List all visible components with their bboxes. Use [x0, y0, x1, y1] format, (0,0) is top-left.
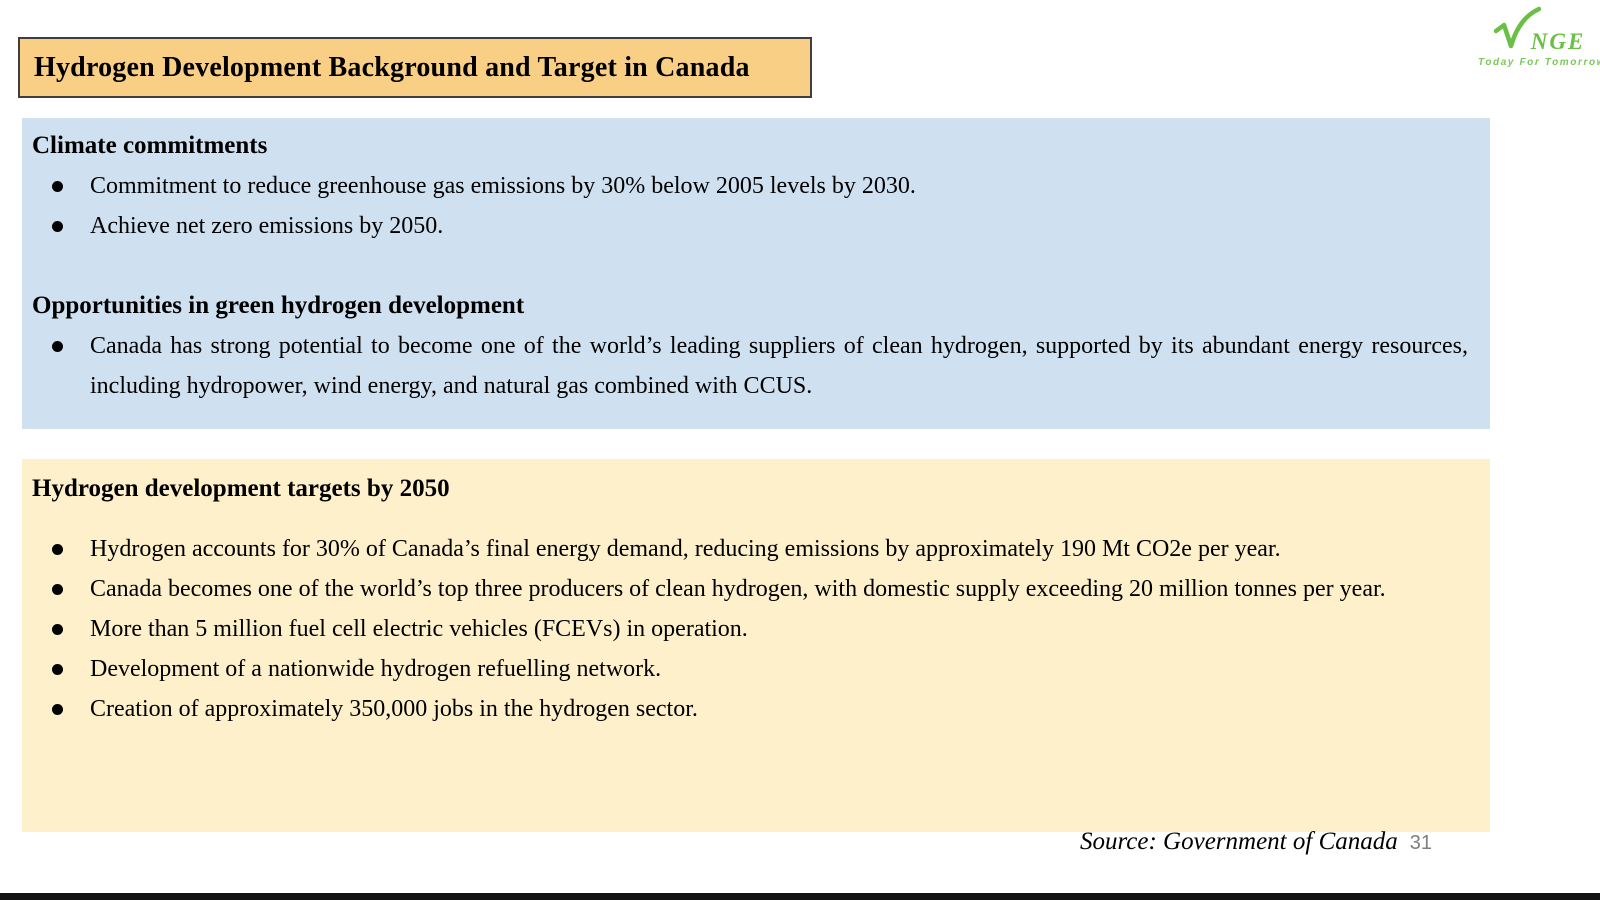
list-item: More than 5 million fuel cell electric v…: [32, 609, 1468, 649]
opportunities-heading: Opportunities in green hydrogen developm…: [32, 292, 525, 319]
list-item: Commitment to reduce greenhouse gas emis…: [32, 166, 1468, 206]
slide-title-box: Hydrogen Development Background and Targ…: [18, 37, 812, 98]
climate-commitments-heading: Climate commitments: [32, 132, 268, 159]
opportunities-list: Canada has strong potential to become on…: [32, 326, 1468, 406]
list-item: Achieve net zero emissions by 2050.: [32, 206, 1468, 246]
logo-wordmark: NGE: [1478, 6, 1596, 55]
footer: Source: Government of Canada 31: [1080, 824, 1432, 860]
list-item: Canada has strong potential to become on…: [32, 326, 1468, 406]
source-attribution: Source: Government of Canada: [1079, 828, 1398, 855]
targets-list: Hydrogen accounts for 30% of Canada’s fi…: [32, 529, 1468, 729]
list-item: Development of a nationwide hydrogen ref…: [32, 649, 1468, 689]
logo-tagline: Today For Tomorrow: [1478, 57, 1600, 68]
targets-panel: Hydrogen development targets by 2050 Hyd…: [22, 459, 1490, 832]
climate-panel: Climate commitments Commitment to reduce…: [22, 118, 1490, 429]
bottom-border-bar: [0, 893, 1600, 900]
list-item: Creation of approximately 350,000 jobs i…: [32, 689, 1468, 729]
company-logo: NGE Today For Tomorrow: [1478, 6, 1600, 68]
list-item: Hydrogen accounts for 30% of Canada’s fi…: [32, 529, 1468, 569]
slide-title: Hydrogen Development Background and Targ…: [34, 51, 750, 83]
page-number: 31: [1409, 832, 1432, 854]
targets-heading: Hydrogen development targets by 2050: [32, 475, 450, 502]
list-item: Canada becomes one of the world’s top th…: [32, 569, 1468, 609]
logo-text: NGE: [1530, 29, 1586, 54]
climate-commitments-list: Commitment to reduce greenhouse gas emis…: [32, 166, 1468, 246]
checkmark-v-icon: [1489, 6, 1541, 55]
